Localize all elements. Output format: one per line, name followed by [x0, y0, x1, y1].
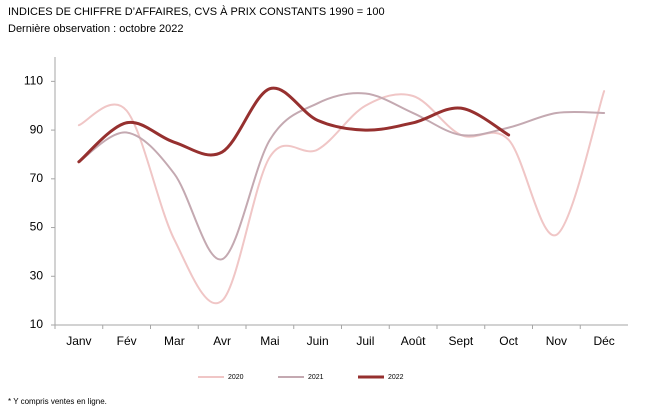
x-tick-label: Mar [164, 334, 185, 348]
series-line [77, 90, 606, 305]
x-tick-label: Juin [307, 334, 329, 348]
x-tick-label: Mai [260, 334, 279, 348]
y-tick-label: 10 [30, 317, 44, 331]
x-tick-label: Janv [66, 334, 91, 348]
y-tick-label: 110 [24, 74, 43, 88]
x-tick-label: Fév [117, 334, 137, 348]
legend-label: 2022 [388, 374, 404, 381]
x-tick-label: Juil [356, 334, 374, 348]
x-tick-label: Nov [546, 334, 567, 348]
y-tick-label: 70 [30, 171, 44, 185]
x-tick-label: Oct [499, 334, 518, 348]
x-tick-label: Sept [449, 334, 474, 348]
legend-label: 2020 [228, 374, 244, 381]
series-line [77, 86, 511, 164]
x-tick-label: Avr [213, 334, 231, 348]
chart-subtitle: Dernière observation : octobre 2022 [8, 23, 184, 35]
legend-label: 2021 [308, 374, 324, 381]
y-tick-label: 30 [30, 268, 44, 282]
chart-title: INDICES DE CHIFFRE D’AFFAIRES, CVS À PRI… [8, 5, 385, 18]
y-tick-label: 90 [30, 122, 44, 136]
x-tick-label: Déc [593, 334, 614, 348]
footnote: * Y compris ventes en ligne. [8, 397, 107, 406]
y-tick-label: 50 [30, 220, 44, 234]
series-line [77, 92, 606, 261]
x-tick-label: Août [401, 334, 426, 348]
